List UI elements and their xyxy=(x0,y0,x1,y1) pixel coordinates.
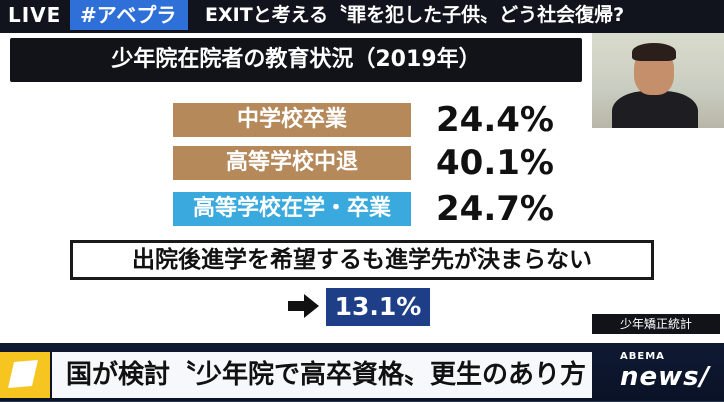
bottom-headline: 国が検討〝少年院で高卒資格〟更生のあり方 xyxy=(52,352,592,398)
row-value-high-enrolled: 24.7% xyxy=(436,189,554,229)
highlight-value: 13.1% xyxy=(326,288,430,326)
logo-abema: ABEMA xyxy=(620,351,665,362)
row-value-high-dropout: 40.1% xyxy=(436,143,554,183)
row-value-junior-high: 24.4% xyxy=(436,100,554,140)
live-indicator: LIVE xyxy=(8,3,62,27)
person-hair xyxy=(632,43,676,61)
panel-title: 少年院在院者の教育状況（2019年） xyxy=(10,38,582,82)
row-label-junior-high: 中学校卒業 xyxy=(173,103,411,137)
hashtag-tag: #アベプラ xyxy=(70,0,189,30)
flag-badge xyxy=(0,352,50,398)
logo-news: news/ xyxy=(620,362,711,392)
row-label-high-dropout: 高等学校中退 xyxy=(173,146,411,180)
source-label: 少年矯正統計 xyxy=(592,314,720,334)
top-headline: EXITと考える〝罪を犯した子供〟どう社会復帰? xyxy=(205,4,625,26)
row-label-high-enrolled: 高等学校在学・卒業 xyxy=(173,192,411,226)
person-body xyxy=(612,91,698,128)
studio-camera-inset xyxy=(592,33,724,128)
right-arrow-icon xyxy=(288,294,319,318)
notice-box: 出院後進学を希望するも進学先が決まらない xyxy=(70,240,654,280)
flag-icon xyxy=(8,360,38,388)
